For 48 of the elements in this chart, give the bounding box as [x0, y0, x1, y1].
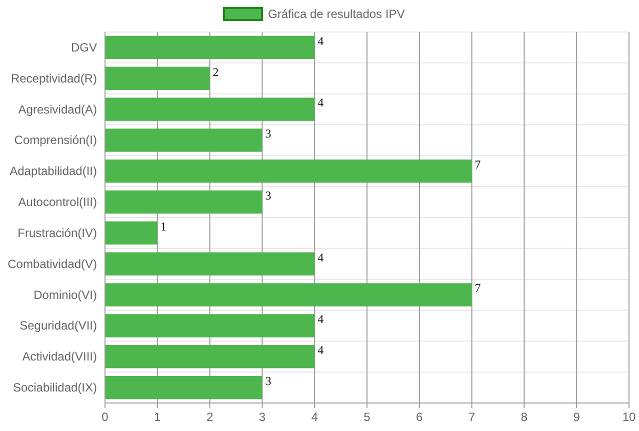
x-tick-label: 0 [102, 410, 109, 424]
bar [105, 252, 315, 276]
bar [105, 160, 472, 183]
data-label: 4 [318, 34, 324, 48]
x-tick-label: 7 [468, 410, 476, 424]
bar [105, 98, 315, 121]
data-label: 4 [318, 96, 324, 110]
data-label: 3 [265, 126, 272, 141]
x-tick-label: 2 [206, 410, 214, 424]
bar [105, 36, 315, 60]
bar [105, 283, 472, 306]
y-tick-label: Agresividad(A) [18, 102, 97, 116]
data-label: 4 [318, 343, 324, 358]
bar [105, 66, 210, 90]
y-tick-label: Actividad(VIII) [22, 350, 97, 364]
x-tick-label: 5 [364, 410, 371, 424]
x-tick-label: 4 [311, 410, 318, 424]
legend-label: Gráfica de resultados IPV [268, 7, 405, 21]
bar [105, 128, 262, 152]
data-label: 7 [474, 281, 481, 296]
data-label: 3 [265, 374, 272, 388]
x-tick-label: 6 [416, 410, 424, 424]
bar [105, 314, 315, 338]
y-tick-label: Dominio(VI) [34, 288, 97, 302]
data-label: 4 [318, 250, 324, 264]
data-label: 4 [318, 312, 324, 326]
y-tick-label: Receptividad(R) [10, 71, 97, 86]
x-tick-label: 3 [258, 410, 266, 424]
bar [105, 376, 262, 400]
data-label: 3 [265, 188, 272, 202]
bar [105, 221, 158, 245]
data-label: 2 [212, 64, 219, 79]
x-tick-label: 1 [154, 410, 162, 424]
y-tick-label: Sociabilidad(IX) [12, 380, 97, 395]
y-tick-label: Combatividad(V) [8, 256, 97, 271]
data-label: 7 [474, 158, 481, 172]
x-tick-label: 10 [622, 410, 636, 424]
bar [105, 345, 315, 368]
y-tick-label: Comprensión(I) [14, 133, 97, 148]
y-tick-label: DGV [70, 40, 97, 54]
x-tick-label: 8 [520, 410, 528, 424]
y-tick-label: Seguridad(VII) [20, 318, 97, 333]
y-tick-label: Adaptabilidad(II) [10, 164, 97, 178]
bar [105, 190, 262, 214]
data-label: 1 [160, 219, 166, 234]
y-tick-label: Autocontrol(III) [18, 195, 97, 210]
x-tick-label: 9 [573, 410, 580, 424]
y-tick-label: Frustración(IV) [18, 226, 97, 240]
